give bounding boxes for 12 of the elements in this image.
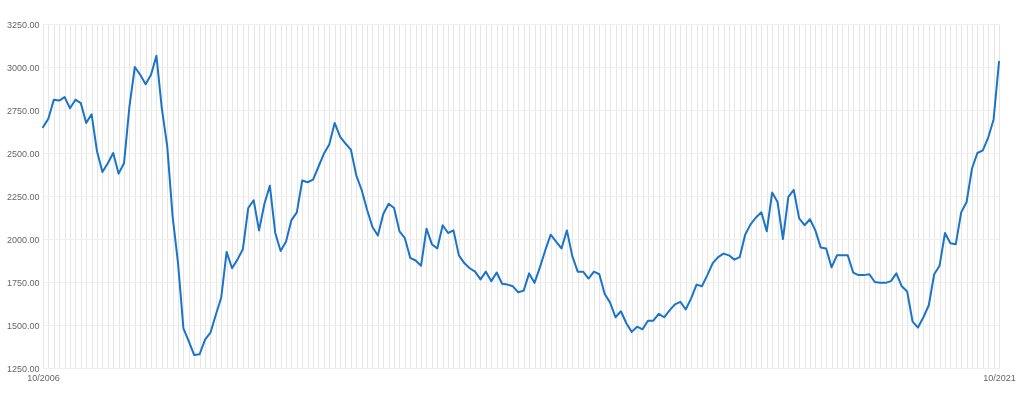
y-tick-label: 2000.00 (6, 234, 40, 245)
x-tick-label: 10/2006 (27, 372, 60, 383)
y-tick-label: 1750.00 (6, 277, 40, 288)
y-tick-label: 1250.00 (6, 363, 40, 374)
y-tick-label: 3000.00 (6, 62, 40, 73)
line-series (42, 54, 1000, 357)
y-tick-label: 2250.00 (6, 191, 40, 202)
y-tick-label: 3250.00 (6, 19, 40, 30)
y-tick-label: 1500.00 (6, 320, 40, 331)
y-tick-label: 2750.00 (6, 105, 40, 116)
x-tick-label: 10/2021 (983, 372, 1016, 383)
y-tick-label: 2500.00 (6, 148, 40, 159)
